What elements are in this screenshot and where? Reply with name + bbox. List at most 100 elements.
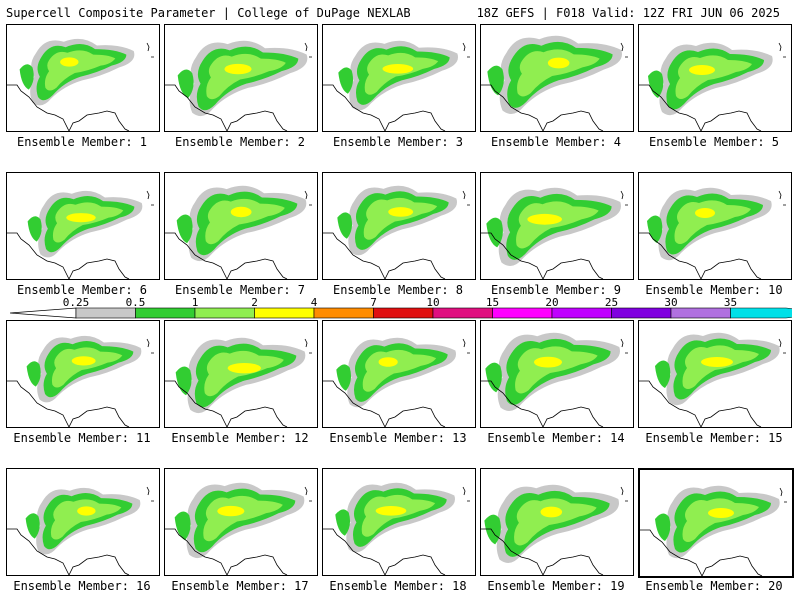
colorbar-segment-9	[611, 307, 672, 319]
scp-contour-high	[674, 200, 751, 244]
ensemble-panel-5[interactable]	[638, 24, 792, 132]
great-lakes	[146, 486, 154, 502]
ensemble-panel-8[interactable]	[322, 172, 476, 280]
ensemble-panel-4[interactable]	[480, 24, 634, 132]
ensemble-panel-11[interactable]	[6, 320, 160, 428]
coastline	[323, 84, 446, 131]
ensemble-panel-13[interactable]	[322, 320, 476, 428]
ensemble-label-12: Ensemble Member: 12	[171, 431, 309, 445]
ensemble-panel-9[interactable]	[480, 172, 634, 280]
colorbar-tick-label: 2	[251, 296, 258, 309]
ensemble-label-18: Ensemble Member: 18	[329, 579, 467, 593]
ensemble-label-16: Ensemble Member: 16	[13, 579, 151, 593]
scp-contour-west	[26, 361, 41, 387]
scp-contour-high	[515, 346, 598, 394]
great-lakes	[462, 338, 470, 354]
great-lakes	[778, 42, 786, 58]
colorbar-segment-8	[551, 307, 612, 319]
ensemble-label-7: Ensemble Member: 7	[174, 283, 306, 297]
ensemble-panel-3[interactable]	[322, 24, 476, 132]
coastline	[639, 84, 762, 131]
colorbar-segment-4	[313, 307, 374, 319]
great-lakes	[146, 190, 154, 206]
scp-contour-west	[27, 216, 42, 242]
scp-contour-peak	[375, 506, 407, 516]
colorbar-segment-3	[254, 307, 315, 319]
scp-contour-west	[338, 67, 354, 94]
scp-contour-peak	[527, 213, 562, 225]
scp-contour-high	[363, 197, 438, 240]
ensemble-label-10: Ensemble Member: 10	[645, 283, 783, 297]
colorbar-segment-2	[194, 307, 255, 319]
scp-contour-west	[487, 65, 504, 96]
map-plot	[7, 486, 154, 575]
map-plot	[639, 332, 786, 427]
scp-contour-west	[335, 509, 351, 536]
map-plot	[481, 484, 628, 575]
scp-contour-high	[204, 350, 284, 397]
scp-contour-high	[52, 202, 124, 243]
colorbar-tick-label: 30	[664, 296, 678, 309]
great-lakes	[304, 486, 312, 502]
scp-contour-peak	[224, 63, 252, 75]
valid-time: 18Z GEFS | F018 Valid: 12Z FRI JUN 06 20…	[476, 6, 780, 20]
colorbar-segment-1	[135, 307, 196, 319]
scp-contour-peak	[547, 57, 570, 69]
ensemble-label-5: Ensemble Member: 5	[648, 135, 780, 149]
ensemble-panel-18[interactable]	[322, 468, 476, 576]
scp-contour-west	[176, 214, 193, 244]
ensemble-panel-19[interactable]	[480, 468, 634, 576]
colorbar-tick-label: 7	[370, 296, 377, 309]
colorbar-segment-5	[373, 307, 434, 319]
coastline	[165, 528, 288, 575]
map-plot	[7, 38, 154, 131]
color-scale-bar	[10, 307, 792, 319]
map-plot	[323, 185, 470, 279]
ensemble-panel-10[interactable]	[638, 172, 792, 280]
scp-contour-high	[682, 498, 759, 542]
colorbar-segment-10	[670, 307, 731, 319]
colorbar-tick-label: 0.25	[62, 296, 90, 309]
ensemble-label-1: Ensemble Member: 1	[16, 135, 148, 149]
ensemble-label-14: Ensemble Member: 14	[487, 431, 625, 445]
ensemble-panel-14[interactable]	[480, 320, 634, 428]
scp-contour-peak	[695, 208, 715, 218]
map-plot	[639, 187, 786, 279]
great-lakes	[304, 190, 312, 206]
map-plot	[640, 485, 787, 576]
great-lakes	[620, 190, 628, 206]
colorbar-tick-label: 25	[604, 296, 619, 309]
ensemble-label-9: Ensemble Member: 9	[490, 283, 622, 297]
scp-contour-peak	[227, 362, 261, 374]
colorbar-left-arrow	[10, 307, 77, 319]
scp-contour-peak	[533, 356, 563, 368]
great-lakes	[620, 486, 628, 502]
coastline	[165, 84, 288, 131]
scp-contour-high	[364, 52, 439, 95]
ensemble-label-17: Ensemble Member: 17	[171, 579, 309, 593]
colorbar-segment-0	[75, 307, 136, 319]
ensemble-panel-16[interactable]	[6, 468, 160, 576]
scp-contour-high	[517, 49, 600, 97]
ensemble-panel-12[interactable]	[164, 320, 318, 428]
great-lakes	[778, 190, 786, 206]
ensemble-panel-6[interactable]	[6, 172, 160, 280]
ensemble-panel-1[interactable]	[6, 24, 160, 132]
ensemble-panel-15[interactable]	[638, 320, 792, 428]
scp-contour-peak	[217, 505, 245, 517]
ensemble-panel-17[interactable]	[164, 468, 318, 576]
scp-contour-west	[19, 64, 34, 90]
scp-contour-west	[486, 217, 503, 248]
scp-contour-west	[648, 70, 664, 98]
ensemble-panel-20[interactable]	[638, 468, 794, 578]
map-plot	[323, 482, 470, 575]
coastline	[640, 529, 763, 576]
great-lakes	[778, 338, 786, 354]
great-lakes	[146, 338, 154, 354]
map-plot	[481, 35, 628, 131]
ensemble-panel-2[interactable]	[164, 24, 318, 132]
map-plot	[639, 42, 786, 131]
coastline	[7, 232, 130, 279]
ensemble-panel-7[interactable]	[164, 172, 318, 280]
colorbar-segment-11	[730, 307, 792, 319]
